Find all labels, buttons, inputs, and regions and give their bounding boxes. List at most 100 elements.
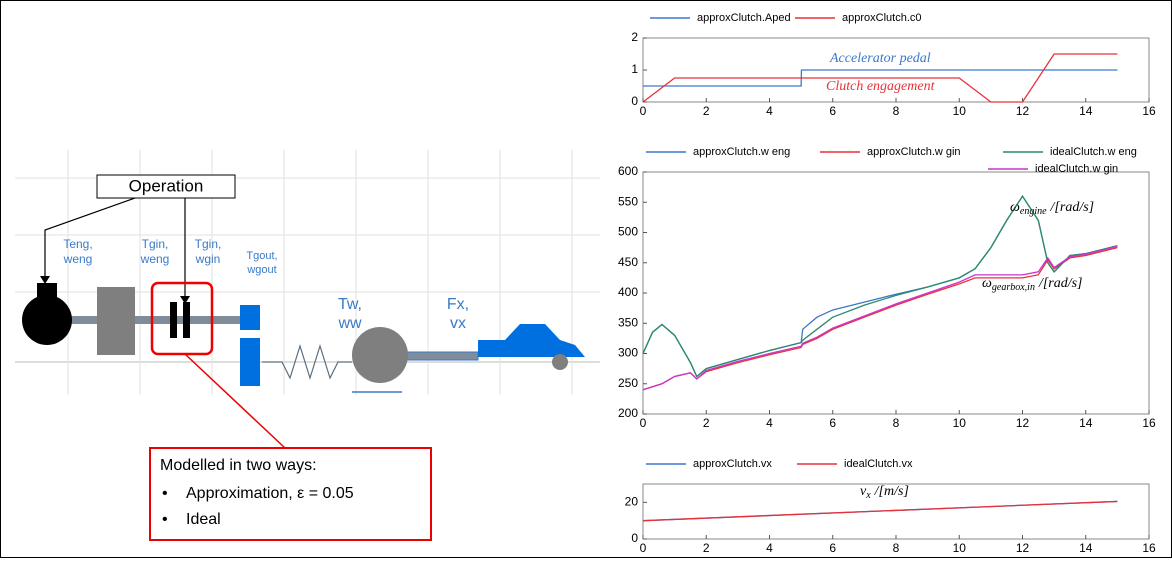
x-tick-label: 6	[829, 541, 836, 555]
series-line	[642, 53, 1118, 103]
y-tick-label: 600	[618, 164, 638, 178]
x-tick-label: 0	[640, 416, 647, 430]
legend-label: approxClutch.c0	[842, 12, 922, 24]
x-tick-label: 4	[766, 541, 773, 555]
legend-label: approxClutch.w gin	[867, 146, 961, 158]
component-label: vx	[450, 315, 466, 332]
bullet: •	[162, 511, 168, 528]
plot-area	[642, 171, 1150, 415]
car	[478, 324, 585, 357]
legend-label: idealClutch.w eng	[1050, 146, 1137, 158]
annotation-symbol: v	[860, 484, 867, 499]
y-tick-label: 400	[618, 285, 638, 299]
callout-line	[184, 353, 286, 449]
operation-arrows	[44, 197, 186, 298]
annotation-subscript: gearbox,in	[992, 282, 1035, 293]
component-label: Fx,	[447, 296, 469, 313]
operation-label: Operation	[129, 176, 204, 195]
bullet: •	[162, 485, 168, 502]
annotation-symbol: ω	[1010, 200, 1020, 215]
component-label: Teng,	[63, 237, 92, 251]
component-label: Tgin,	[195, 237, 222, 251]
legend-label: approxClutch.w eng	[693, 146, 790, 158]
y-tick-label: 450	[618, 255, 638, 269]
x-tick-label: 0	[640, 541, 647, 555]
gearbox	[240, 338, 260, 386]
x-tick-label: 4	[766, 104, 773, 118]
annotation: vx/[m/s]	[860, 484, 909, 501]
annotation-text: Accelerator pedal	[829, 51, 931, 66]
spring	[262, 343, 352, 381]
x-tick-label: 14	[1079, 416, 1093, 430]
component-label: wgin	[195, 252, 221, 266]
y-tick-label: 300	[618, 346, 638, 360]
y-tick-label: 1	[631, 62, 638, 76]
operation-box	[96, 174, 236, 199]
annotation: ωengine/[rad/s]	[1010, 200, 1094, 217]
clutch-plate	[183, 302, 190, 338]
annotation-subscript: engine	[1020, 206, 1047, 217]
series-line	[642, 195, 1118, 378]
series-line	[642, 245, 1118, 391]
legend-label: approxClutch.Aped	[697, 12, 791, 24]
x-tick-label: 6	[829, 416, 836, 430]
x-tick-label: 2	[703, 416, 710, 430]
x-tick-label: 16	[1142, 104, 1156, 118]
annotation-text: Clutch engagement	[826, 79, 936, 94]
y-tick-label: 250	[618, 376, 638, 390]
y-tick-label: 550	[618, 194, 638, 208]
x-tick-label: 8	[893, 416, 900, 430]
x-tick-label: 16	[1142, 416, 1156, 430]
x-tick-label: 8	[893, 104, 900, 118]
clutch-highlight	[150, 281, 214, 356]
y-tick-label: 0	[631, 531, 638, 545]
series-line	[642, 500, 1118, 522]
x-tick-label: 14	[1079, 104, 1093, 118]
diagram: Operation Modelled in two ways: • Approx…	[15, 150, 600, 541]
annotation-subscript: x	[865, 490, 871, 501]
x-tick-label: 4	[766, 416, 773, 430]
annotation: Accelerator pedal	[829, 51, 931, 66]
y-tick-label: 500	[618, 225, 638, 239]
engine	[22, 295, 72, 345]
component-label: weng	[140, 252, 170, 266]
note-item: Approximation, ε = 0.05	[186, 485, 354, 502]
plot-area	[642, 483, 1150, 540]
clutch-plate	[170, 302, 177, 338]
annotation: Clutch engagement	[826, 79, 936, 94]
legend-label: approxClutch.vx	[693, 458, 772, 470]
car-wheel	[552, 354, 568, 370]
note-item: Ideal	[186, 511, 221, 528]
y-tick-label: 2	[631, 30, 638, 44]
annotation-symbol: ω	[982, 276, 992, 291]
shaft	[70, 316, 245, 324]
wheel	[352, 327, 408, 383]
y-tick-label: 350	[618, 315, 638, 329]
component-label: Tgout,	[246, 250, 277, 262]
x-tick-label: 8	[893, 541, 900, 555]
arrow-head	[40, 276, 50, 284]
legend-label: idealClutch.vx	[844, 458, 913, 470]
note-box	[149, 447, 432, 541]
note-title: Modelled in two ways:	[160, 457, 317, 474]
x-tick-label: 6	[829, 104, 836, 118]
x-tick-label: 2	[703, 541, 710, 555]
legend-label: idealClutch.w gin	[1035, 163, 1118, 175]
component-label: Tw,	[338, 296, 362, 313]
x-tick-label: 10	[953, 541, 967, 555]
x-tick-label: 14	[1079, 541, 1093, 555]
gearbox	[240, 305, 260, 330]
x-tick-label: 12	[1016, 416, 1030, 430]
y-tick-label: 0	[631, 94, 638, 108]
annotation-text: /[m/s]	[874, 484, 909, 499]
component-label: weng	[63, 252, 93, 266]
inertia	[97, 287, 135, 355]
component-label: Tgin,	[142, 237, 169, 251]
x-tick-label: 12	[1016, 541, 1030, 555]
component-label: ww	[337, 315, 362, 332]
x-tick-label: 0	[640, 104, 647, 118]
component-label: wgout	[246, 264, 276, 276]
arrow-head	[180, 296, 190, 304]
annotation-text: /[rad/s]	[1050, 200, 1095, 215]
